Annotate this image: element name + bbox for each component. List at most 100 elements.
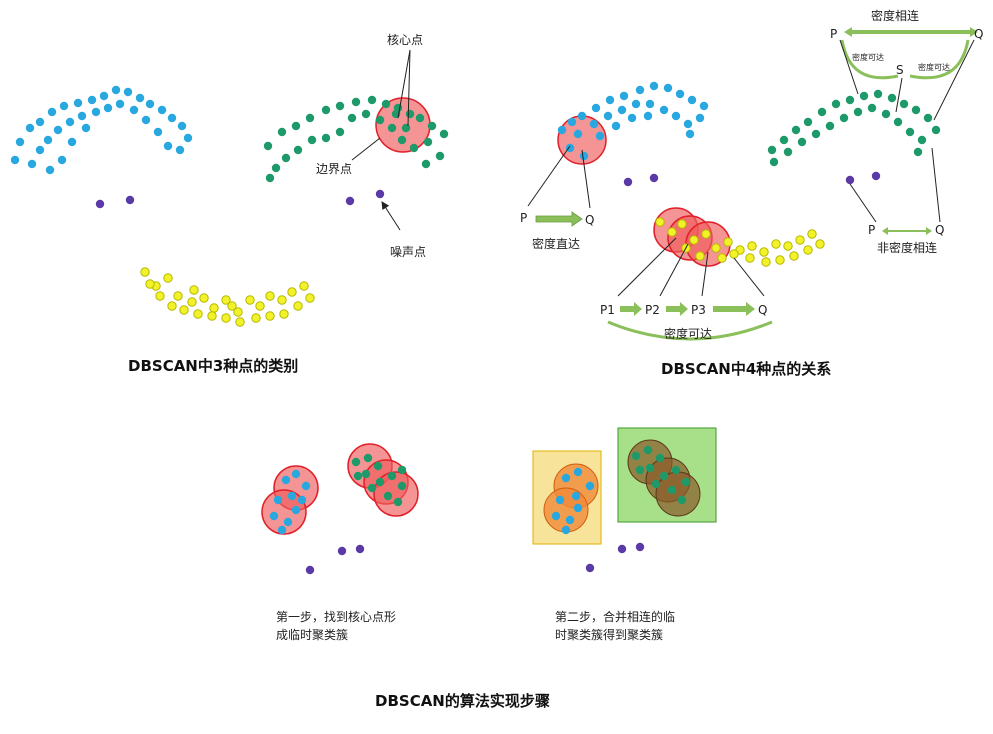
q-label-top: Q xyxy=(974,27,983,41)
scatter-point xyxy=(421,159,431,169)
scatter-point xyxy=(729,249,739,259)
scatter-point xyxy=(573,129,583,139)
scatter-point xyxy=(711,243,721,253)
scatter-point xyxy=(651,479,661,489)
scatter-point xyxy=(617,544,627,554)
scatter-point xyxy=(595,131,605,141)
scatter-point xyxy=(263,141,273,151)
scatter-point xyxy=(175,145,185,155)
q-label-bottom: Q xyxy=(935,223,944,237)
scatter-point xyxy=(335,127,345,137)
scatter-point xyxy=(251,313,261,323)
scatter-point xyxy=(887,93,897,103)
scatter-point xyxy=(797,137,807,147)
scatter-point xyxy=(557,125,567,135)
scatter-point xyxy=(265,173,275,183)
scatter-point xyxy=(155,291,165,301)
scatter-point xyxy=(140,267,150,277)
scatter-point xyxy=(677,495,687,505)
border-point-pointer: 边界点 xyxy=(316,137,381,176)
scatter-point xyxy=(199,293,209,303)
scatter-point xyxy=(759,247,769,257)
blue-cluster-2 xyxy=(557,81,709,161)
scatter-point xyxy=(283,517,293,527)
scatter-point xyxy=(163,141,173,151)
panel-algorithm xyxy=(261,427,717,575)
scatter-point xyxy=(803,117,813,127)
scatter-point xyxy=(645,463,655,473)
scatter-point xyxy=(427,121,437,131)
scatter-point xyxy=(361,109,371,119)
scatter-point xyxy=(663,83,673,93)
step1-line1: 第一步，找到核心点形 xyxy=(276,610,397,624)
scatter-point xyxy=(307,135,317,145)
scatter-point xyxy=(301,481,311,491)
relations-caption: DBSCAN中4种点的关系 xyxy=(661,360,832,378)
scatter-point xyxy=(845,95,855,105)
scatter-point xyxy=(265,291,275,301)
scatter-point xyxy=(103,103,113,113)
scatter-point xyxy=(667,227,677,237)
noise-point-pointer: 噪声点 xyxy=(381,201,426,259)
scatter-point xyxy=(643,445,653,455)
scatter-point xyxy=(145,99,155,109)
scatter-point xyxy=(141,115,151,125)
scatter-point xyxy=(573,503,583,513)
scatter-point xyxy=(277,127,287,137)
scatter-point xyxy=(363,453,373,463)
scatter-point xyxy=(761,257,771,267)
scatter-point xyxy=(779,135,789,145)
scatter-point xyxy=(157,105,167,115)
scatter-point xyxy=(221,295,231,305)
scatter-point xyxy=(671,111,681,121)
scatter-point xyxy=(95,199,105,209)
scatter-point xyxy=(579,151,589,161)
core-point-label: 核心点 xyxy=(387,33,423,47)
scatter-point xyxy=(321,133,331,143)
reach-label-right: 密度可达 xyxy=(918,62,950,72)
scatter-point xyxy=(387,471,397,481)
scatter-point xyxy=(671,465,681,475)
scatter-point xyxy=(375,115,385,125)
scatter-point xyxy=(881,109,891,119)
scatter-point xyxy=(675,89,685,99)
scatter-point xyxy=(923,113,933,123)
scatter-point xyxy=(43,135,53,145)
scatter-point xyxy=(723,237,733,247)
scatter-point xyxy=(179,305,189,315)
scatter-point xyxy=(695,251,705,261)
q-label-direct: Q xyxy=(585,213,594,227)
scatter-point xyxy=(783,241,793,251)
p3-label: P3 xyxy=(691,303,706,317)
scatter-point xyxy=(281,475,291,485)
scatter-point xyxy=(811,129,821,139)
scatter-point xyxy=(627,113,637,123)
scatter-point xyxy=(335,101,345,111)
scatter-point xyxy=(567,117,577,127)
panel-relations: P Q 密度直达 P1 P2 P3 Q 密度可达 密度相连 P Q 密度可达 密… xyxy=(520,8,983,341)
scatter-point xyxy=(167,113,177,123)
scatter-point xyxy=(15,137,25,147)
scatter-point xyxy=(207,311,217,321)
scatter-point xyxy=(899,99,909,109)
scatter-point xyxy=(167,301,177,311)
scatter-point xyxy=(643,111,653,121)
scatter-point xyxy=(687,95,697,105)
scatter-point xyxy=(683,119,693,129)
scatter-point xyxy=(345,196,355,206)
scatter-point xyxy=(123,87,133,97)
panel-point-types: 核心点 边界点 噪声点 xyxy=(10,33,449,327)
types-caption: DBSCAN中3种点的类别 xyxy=(128,357,299,375)
scatter-point xyxy=(401,123,411,133)
scatter-point xyxy=(867,103,877,113)
scatter-point xyxy=(649,81,659,91)
scatter-point xyxy=(125,195,135,205)
not-connected-label: 非密度相连 xyxy=(877,240,937,255)
scatter-point xyxy=(81,123,91,133)
scatter-point xyxy=(791,125,801,135)
direct-reach-label: 密度直达 xyxy=(532,236,580,251)
scatter-point xyxy=(771,239,781,249)
scatter-point xyxy=(803,245,813,255)
reach-label-left: 密度可达 xyxy=(852,52,884,62)
scatter-point xyxy=(77,111,87,121)
